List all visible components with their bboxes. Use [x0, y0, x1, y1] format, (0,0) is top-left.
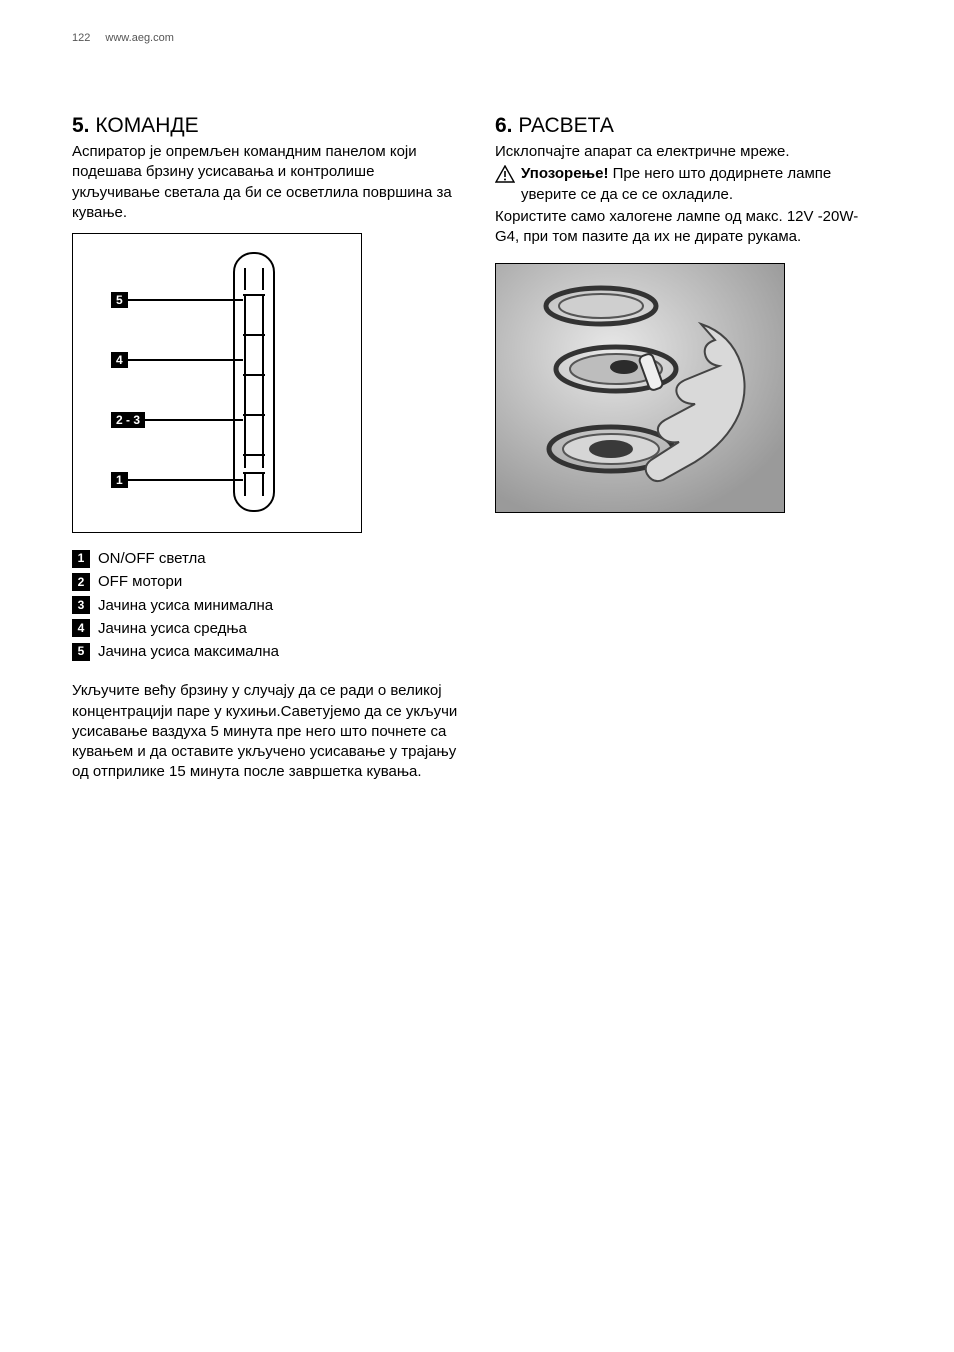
legend-row: 2 OFF мотори — [72, 570, 459, 593]
warning-icon — [495, 165, 515, 205]
section-5-title: 5. КОМАНДЕ — [72, 114, 459, 138]
left-column: 5. КОМАНДЕ Аспиратор је опремљен командн… — [72, 114, 459, 793]
right-column: 6. РАСВЕТА Исклопчајте апарат са електри… — [495, 114, 882, 793]
section-5-advice: Укључите већу брзину у случају да се рад… — [72, 681, 459, 782]
section-6-num: 6. — [495, 114, 513, 137]
legend-text: Јачина усиса минимална — [98, 594, 273, 617]
page-site: www.aeg.com — [105, 32, 173, 44]
callout-4-label: 4 — [111, 352, 128, 368]
legend-num: 1 — [72, 550, 90, 568]
warning-text: Упозорење! Пре него што додирнете лампе … — [521, 164, 882, 205]
legend-num: 3 — [72, 596, 90, 614]
lamp-photo — [495, 263, 785, 513]
section-6-line2: Користите само халогене лампе од макс. 1… — [495, 207, 882, 248]
callout-1: 1 — [111, 472, 243, 488]
section-5-word: КОМАНДЕ — [95, 114, 198, 137]
controls-diagram: 5 4 2 - 3 1 — [72, 233, 362, 533]
section-5-intro: Аспиратор је опремљен командним панелом … — [72, 142, 459, 223]
section-6-line1: Исклопчајте апарат са електричне мреже. — [495, 142, 882, 162]
legend-text: Јачина усиса средња — [98, 617, 247, 640]
legend-row: 1 ON/OFF светла — [72, 547, 459, 570]
callout-4: 4 — [111, 352, 243, 368]
page-header: 122 www.aeg.com — [72, 32, 882, 44]
callout-5-label: 5 — [111, 292, 128, 308]
callout-2-3: 2 - 3 — [111, 412, 243, 428]
callout-23-label: 2 - 3 — [111, 412, 145, 428]
section-6-word: РАСВЕТА — [518, 114, 613, 137]
legend-num: 2 — [72, 573, 90, 591]
section-6-title: 6. РАСВЕТА — [495, 114, 882, 138]
legend-text: OFF мотори — [98, 570, 182, 593]
legend-row: 4 Јачина усиса средња — [72, 617, 459, 640]
legend-num: 5 — [72, 643, 90, 661]
legend-row: 3 Јачина усиса минимална — [72, 594, 459, 617]
legend-row: 5 Јачина усиса максимална — [72, 640, 459, 663]
legend-text: ON/OFF светла — [98, 547, 206, 570]
section-5-num: 5. — [72, 114, 90, 137]
callout-5: 5 — [111, 292, 243, 308]
warning-label: Упозорење! — [521, 165, 608, 182]
warning-block: Упозорење! Пре него што додирнете лампе … — [495, 164, 882, 205]
legend-text: Јачина усиса максимална — [98, 640, 279, 663]
legend-num: 4 — [72, 619, 90, 637]
legend: 1 ON/OFF светла 2 OFF мотори 3 Јачина ус… — [72, 547, 459, 663]
callout-1-label: 1 — [111, 472, 128, 488]
page-number: 122 — [72, 32, 90, 44]
